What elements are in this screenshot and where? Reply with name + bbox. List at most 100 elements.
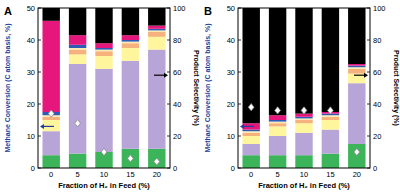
bar-segment bbox=[295, 155, 312, 168]
bar-segment bbox=[42, 155, 59, 168]
y-tick bbox=[238, 136, 241, 137]
x-tick-label: 0 bbox=[249, 170, 253, 179]
bar-segment bbox=[69, 54, 86, 64]
bar-segment bbox=[322, 115, 339, 117]
conversion-marker bbox=[328, 107, 334, 114]
y-tick-label: 40 bbox=[227, 36, 235, 45]
bar-segment bbox=[322, 8, 339, 112]
y-tick bbox=[38, 104, 41, 105]
x-tick-label: 5 bbox=[76, 170, 80, 179]
bar-segment bbox=[122, 61, 139, 149]
axis-arrow-head bbox=[164, 73, 168, 78]
y-tick-label: 0 bbox=[31, 164, 35, 173]
y-tick bbox=[238, 168, 241, 169]
bar-segment bbox=[148, 26, 165, 29]
y2-tick-label: 80 bbox=[173, 36, 181, 45]
x-tick-label: 10 bbox=[100, 170, 108, 179]
panel-title: A bbox=[4, 5, 12, 17]
x-tick-label: 15 bbox=[326, 170, 334, 179]
bar-segment bbox=[295, 117, 312, 119]
y-tick bbox=[38, 8, 41, 9]
bar-segment bbox=[295, 123, 312, 133]
conversion-marker bbox=[154, 158, 160, 165]
bar-segment bbox=[69, 48, 86, 50]
bar-segment bbox=[122, 40, 139, 42]
y-tick bbox=[238, 8, 241, 9]
bar-segment bbox=[269, 136, 286, 155]
bar-segment bbox=[69, 50, 86, 55]
bar-segment bbox=[148, 149, 165, 168]
y2-tick-label: 80 bbox=[373, 36, 381, 45]
y2-tick-label: 0 bbox=[173, 164, 177, 173]
conversion-marker bbox=[101, 148, 107, 155]
y2-tick bbox=[167, 104, 170, 105]
bar-segment bbox=[122, 35, 139, 40]
plot-frame bbox=[38, 8, 170, 168]
axis-arrow bbox=[154, 75, 165, 76]
x-tick-label: 0 bbox=[49, 170, 53, 179]
y2-tick-label: 100 bbox=[373, 4, 386, 13]
axis-arrow bbox=[354, 75, 365, 76]
y-tick bbox=[238, 72, 241, 73]
y2-tick-label: 40 bbox=[373, 100, 381, 109]
y2-tick-label: 20 bbox=[173, 132, 181, 141]
bar-segment bbox=[122, 42, 139, 44]
conversion-marker bbox=[275, 107, 281, 114]
axis-arrow-head bbox=[240, 124, 244, 129]
plot-frame bbox=[238, 8, 370, 168]
bar-segment bbox=[269, 123, 286, 126]
bar-segment bbox=[242, 123, 259, 129]
axis-arrow-head bbox=[40, 124, 44, 129]
bar-segment bbox=[242, 8, 259, 123]
y2-tick-label: 100 bbox=[173, 4, 186, 13]
bar-segment bbox=[42, 120, 59, 131]
y2-tick-label: 60 bbox=[373, 68, 381, 77]
bar-segment bbox=[242, 131, 259, 133]
axis-arrow bbox=[43, 126, 54, 127]
bar-segment bbox=[242, 130, 259, 132]
bar-segment bbox=[269, 122, 286, 124]
bar-segment bbox=[348, 74, 365, 84]
bar-segment bbox=[322, 120, 339, 130]
bar-segment bbox=[242, 155, 259, 168]
y-tick-label: 30 bbox=[27, 68, 35, 77]
bar-segment bbox=[122, 149, 139, 168]
y-tick-label: 20 bbox=[27, 100, 35, 109]
conversion-marker bbox=[48, 110, 54, 117]
x-tick-label: 20 bbox=[153, 170, 161, 179]
y-tick bbox=[38, 40, 41, 41]
conversion-marker bbox=[354, 148, 360, 155]
conversion-marker bbox=[248, 104, 254, 111]
y2-tick bbox=[367, 104, 370, 105]
bar-segment bbox=[269, 126, 286, 136]
y-tick-label: 0 bbox=[231, 164, 235, 173]
bar-segment bbox=[148, 32, 165, 37]
conversion-marker bbox=[128, 155, 134, 162]
conversion-marker bbox=[75, 120, 81, 127]
y2-tick-label: 60 bbox=[173, 68, 181, 77]
plot-area bbox=[242, 8, 365, 168]
bar-segment bbox=[295, 8, 312, 114]
panel: 0102030405002040608010005101520Fraction … bbox=[4, 4, 200, 191]
y2-axis-label: Product Selectivity (%) bbox=[392, 50, 400, 126]
bar-segment bbox=[95, 48, 112, 50]
y2-tick bbox=[167, 40, 170, 41]
bar-segment bbox=[148, 37, 165, 50]
panel: 0102030405002040608010005101520Fraction … bbox=[204, 4, 400, 191]
x-axis-label: Fraction of H₂ in Feed (%) bbox=[258, 181, 350, 190]
y2-tick bbox=[367, 8, 370, 9]
bar-segment bbox=[348, 69, 365, 74]
bar-segment bbox=[348, 8, 365, 64]
bar-segment bbox=[42, 8, 59, 21]
bar-segment bbox=[122, 48, 139, 61]
bar-segment bbox=[95, 43, 112, 48]
bar-segment bbox=[42, 131, 59, 155]
y-tick-label: 10 bbox=[227, 132, 235, 141]
y-tick bbox=[38, 136, 41, 137]
y-tick-label: 50 bbox=[227, 4, 235, 13]
bar-segment bbox=[322, 117, 339, 120]
conversion-marker bbox=[301, 107, 307, 114]
y2-tick bbox=[367, 40, 370, 41]
y-tick bbox=[238, 104, 241, 105]
bar-segment bbox=[269, 155, 286, 168]
